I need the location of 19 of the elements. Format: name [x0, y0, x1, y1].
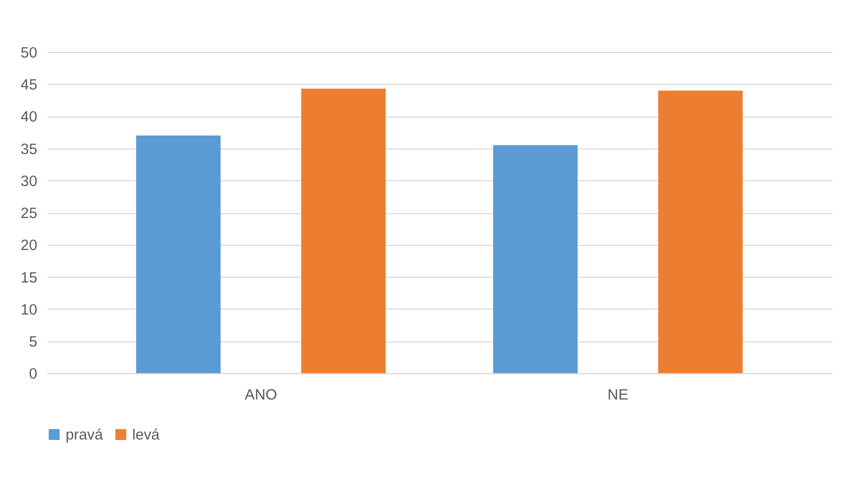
y-tick-label: 30 [20, 174, 38, 190]
bar [301, 88, 386, 374]
legend-label: pravá [66, 428, 104, 444]
y-tick-label: 15 [20, 270, 38, 286]
y-tick-label: 10 [20, 302, 38, 318]
x-tick-label: ANO [244, 387, 278, 404]
bar [493, 145, 578, 374]
bar [136, 136, 221, 374]
y-tick-label: 5 [28, 334, 38, 350]
y-tick-label: 20 [20, 238, 38, 254]
y-tick-label: 35 [20, 142, 38, 158]
y-tick-label: 50 [20, 45, 38, 62]
bar [658, 90, 743, 374]
y-tick-label: 25 [20, 206, 38, 222]
y-tick-label: 0 [28, 366, 38, 383]
x-tick-label: NE [608, 387, 628, 404]
y-tick-label: 45 [20, 78, 38, 94]
legend-label: levá [132, 428, 160, 444]
y-tick-label: 40 [20, 110, 38, 126]
